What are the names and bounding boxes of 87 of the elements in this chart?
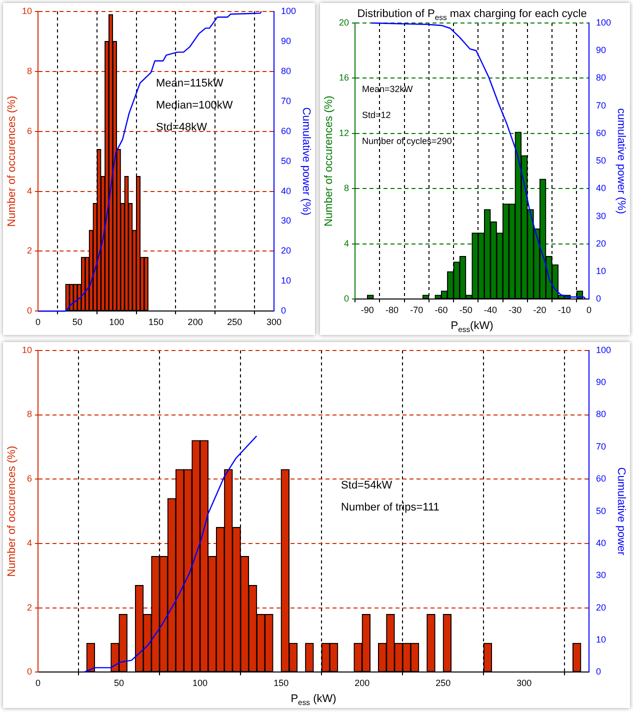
- y2-tick-label: 10: [596, 266, 606, 276]
- annotation: Std=48kW: [156, 121, 208, 134]
- y2-tick-label: 50: [596, 156, 606, 166]
- x-tick-label: 300: [516, 678, 532, 688]
- y-tick-label: 0: [26, 666, 32, 677]
- x-tick-label: 150: [274, 678, 289, 688]
- y2-tick-label: 10: [280, 276, 291, 286]
- y2-tick-label: 80: [596, 409, 606, 420]
- y2-tick-label: 40: [596, 183, 606, 194]
- y-tick-label: 0: [344, 294, 350, 304]
- y2-axis-title: Cumulative power (%): [300, 107, 312, 216]
- y-tick-label: 8: [26, 409, 32, 420]
- y2-tick-label: 60: [596, 128, 606, 138]
- y-tick-label: 8: [26, 66, 32, 76]
- y-tick-label: 16: [338, 72, 350, 83]
- y2-tick-label: 100: [596, 17, 612, 28]
- x-tick-label: 100: [192, 678, 208, 688]
- y-tick-label: 6: [26, 474, 32, 484]
- x-tick-label: 0: [36, 678, 41, 688]
- y-axis-title: Number of occurences (%): [323, 96, 336, 227]
- x-tick-label: 250: [436, 678, 451, 688]
- y-tick-label: 8: [344, 183, 350, 194]
- y2-tick-label: 20: [280, 246, 291, 256]
- x-tick-label: 200: [188, 317, 203, 328]
- y2-tick-label: 20: [596, 238, 606, 248]
- y-tick-label: 4: [344, 238, 350, 248]
- x-tick-label: 50: [114, 678, 124, 688]
- annotation: Std=12: [362, 110, 391, 120]
- annotation: Std=54kW: [341, 480, 393, 492]
- x-tick-label: 0: [36, 317, 41, 328]
- y2-tick-label: 30: [280, 216, 291, 226]
- y2-tick-label: 30: [596, 570, 606, 580]
- annotation: Number of cycles=290: [362, 136, 452, 146]
- y-tick-label: 4: [26, 186, 32, 196]
- y-axis-title: Number of occurences (%): [6, 96, 18, 227]
- y2-tick-label: 10: [596, 634, 606, 645]
- x-tick-label: -50: [459, 305, 472, 316]
- y-tick-label: 2: [26, 246, 32, 256]
- x-tick-label: -30: [508, 305, 522, 316]
- x-tick-label: 100: [109, 317, 124, 328]
- y-axis-title: Number of occurences (%): [6, 446, 18, 577]
- y2-tick-label: 100: [280, 6, 296, 16]
- y2-tick-label: 90: [596, 377, 606, 388]
- y2-tick-label: 70: [280, 96, 291, 106]
- x-tick-label: -60: [434, 305, 448, 316]
- x-tick-label: 250: [227, 317, 242, 328]
- y2-tick-label: 60: [280, 126, 291, 136]
- x-tick-label: -90: [360, 305, 374, 316]
- annotation: Mean=32kW: [362, 84, 414, 94]
- y2-tick-label: 70: [596, 100, 606, 110]
- x-tick-label: 300: [266, 317, 282, 328]
- y-tick-label: 10: [22, 344, 32, 355]
- y2-tick-label: 50: [280, 156, 291, 166]
- y2-tick-label: 20: [596, 602, 606, 612]
- y2-tick-label: 50: [596, 506, 606, 516]
- y2-tick-label: 40: [596, 538, 606, 548]
- y-tick-label: 12: [338, 128, 350, 138]
- x-tick-label: -80: [385, 305, 398, 316]
- x-tick-label: 150: [148, 317, 164, 328]
- y-tick-label: 10: [22, 6, 32, 16]
- annotation: Number of trips=111: [341, 502, 440, 514]
- y2-tick-label: 0: [596, 294, 601, 304]
- y2-axis-title: cumulative power (%): [614, 108, 627, 214]
- y-tick-label: 20: [338, 17, 350, 28]
- x-tick-label: -20: [533, 305, 546, 316]
- y-tick-label: 2: [26, 602, 32, 612]
- y2-tick-label: 80: [280, 66, 291, 76]
- y2-tick-label: 0: [596, 666, 601, 677]
- y2-tick-label: 30: [596, 210, 606, 221]
- annotation: Median=100kW: [156, 99, 234, 112]
- y2-tick-label: 70: [596, 441, 606, 452]
- x-tick-label: -40: [484, 305, 497, 316]
- y2-tick-label: 90: [280, 36, 291, 46]
- y-tick-label: 6: [26, 126, 32, 136]
- x-tick-label: -70: [410, 305, 424, 316]
- x-tick-label: -10: [558, 305, 571, 316]
- y2-tick-label: 90: [596, 45, 606, 56]
- y2-tick-label: 40: [280, 186, 291, 196]
- y2-axis-title: Cumulative power: [614, 467, 627, 556]
- y2-tick-label: 60: [596, 474, 606, 484]
- annotation: Mean=115kW: [156, 77, 224, 90]
- y-tick-label: 4: [26, 538, 32, 548]
- y2-tick-label: 80: [596, 72, 606, 83]
- x-tick-label: 0: [586, 305, 592, 316]
- x-tick-label: 200: [354, 678, 370, 688]
- y2-tick-label: 100: [596, 344, 612, 355]
- x-tick-label: 50: [72, 317, 82, 328]
